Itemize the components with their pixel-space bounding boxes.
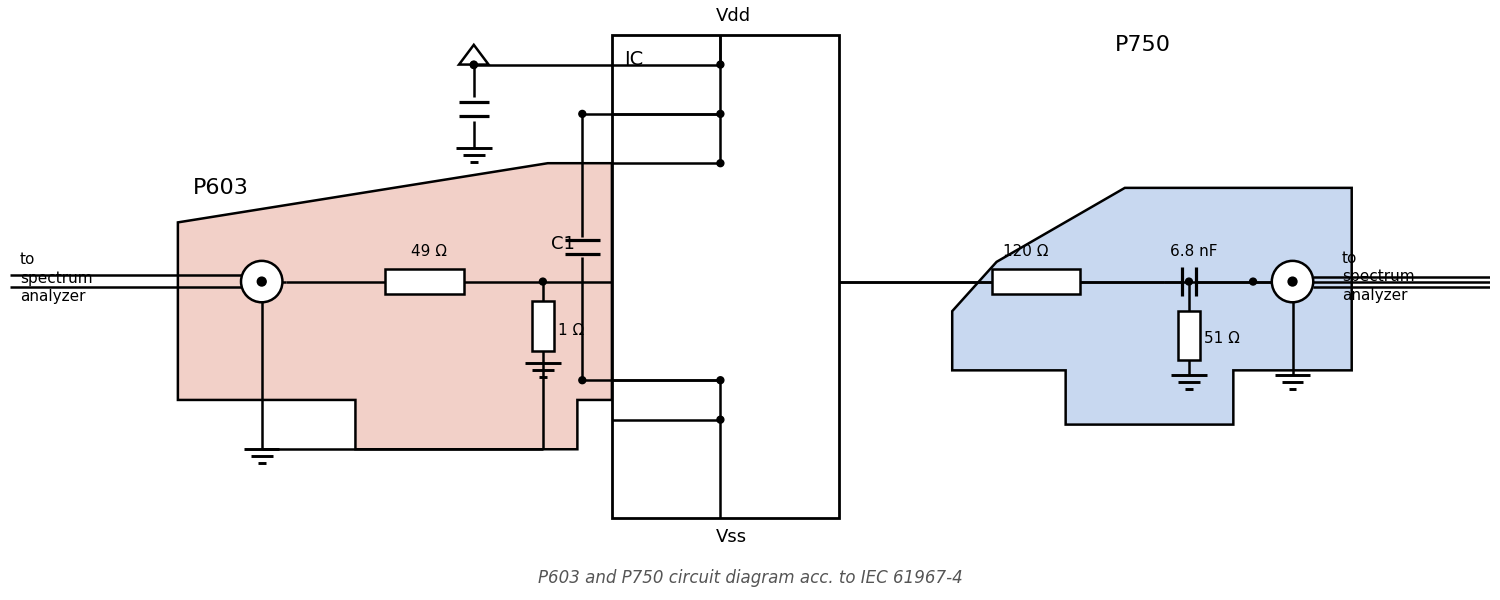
Bar xyxy=(612,35,839,518)
Circle shape xyxy=(242,261,282,302)
Circle shape xyxy=(1185,278,1192,285)
Text: C1: C1 xyxy=(550,235,574,253)
Circle shape xyxy=(258,277,266,286)
Text: 120 Ω: 120 Ω xyxy=(1004,244,1048,259)
Text: P603 and P750 circuit diagram acc. to IEC 61967-4: P603 and P750 circuit diagram acc. to IE… xyxy=(537,569,963,587)
Circle shape xyxy=(717,110,724,118)
Text: 1 Ω: 1 Ω xyxy=(558,323,584,338)
Text: 6.8 nF: 6.8 nF xyxy=(1170,244,1218,259)
Circle shape xyxy=(471,61,477,68)
Bar xyxy=(992,269,1080,294)
Polygon shape xyxy=(952,188,1352,425)
Text: P603: P603 xyxy=(192,178,249,198)
Text: IC: IC xyxy=(624,50,644,69)
Text: Vdd: Vdd xyxy=(716,7,750,25)
Circle shape xyxy=(579,377,586,383)
Circle shape xyxy=(1250,278,1257,285)
Text: 49 Ω: 49 Ω xyxy=(411,244,447,259)
Circle shape xyxy=(1272,261,1312,302)
Circle shape xyxy=(717,416,724,423)
Circle shape xyxy=(717,61,724,68)
Circle shape xyxy=(540,278,546,285)
Bar xyxy=(1178,311,1200,361)
Text: P750: P750 xyxy=(1114,35,1172,55)
Polygon shape xyxy=(178,163,612,449)
Text: 51 Ω: 51 Ω xyxy=(1203,331,1239,346)
Circle shape xyxy=(1288,278,1296,285)
Circle shape xyxy=(717,160,724,167)
Text: Vss: Vss xyxy=(716,528,747,546)
Circle shape xyxy=(579,110,586,118)
Bar xyxy=(532,301,554,350)
Circle shape xyxy=(717,377,724,383)
Circle shape xyxy=(471,62,477,68)
Circle shape xyxy=(1288,277,1298,286)
Bar xyxy=(386,269,464,294)
Circle shape xyxy=(258,278,266,285)
Text: to
spectrum
analyzer: to spectrum analyzer xyxy=(1342,251,1414,303)
Text: to
spectrum
analyzer: to spectrum analyzer xyxy=(20,252,93,304)
